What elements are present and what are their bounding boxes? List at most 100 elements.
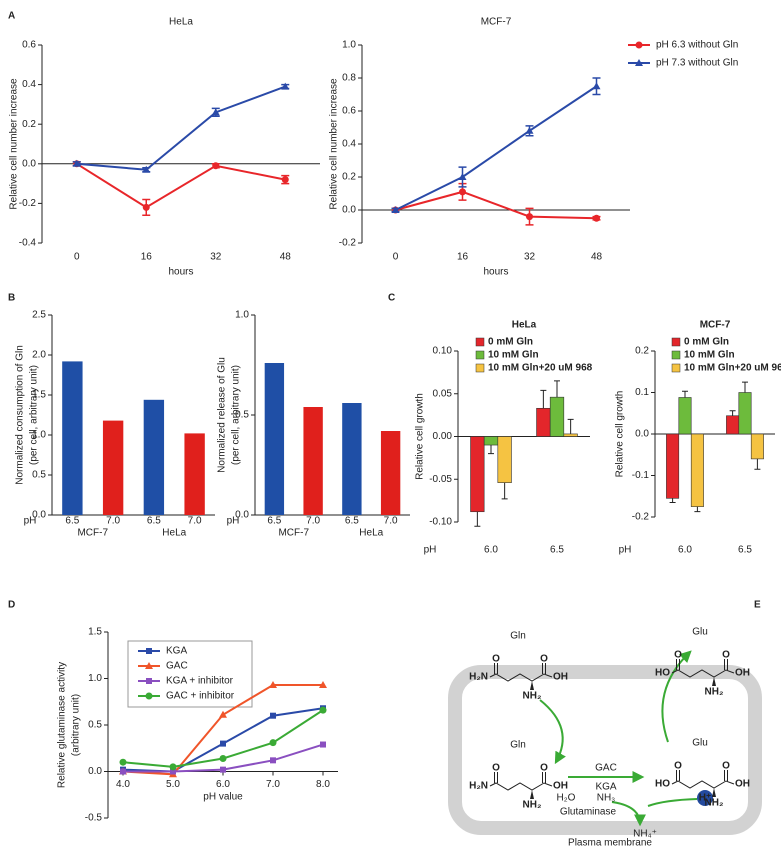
chart-title: MCF-7 <box>481 17 512 28</box>
marker <box>635 59 643 66</box>
y-tick-label: 0.1 <box>635 387 649 398</box>
bar <box>483 436 499 446</box>
legend-label: KGA + inhibitor <box>166 676 234 687</box>
ammonia: NH₃ <box>597 793 616 804</box>
bar <box>184 433 205 515</box>
marker <box>220 740 226 747</box>
legend-swatch <box>475 350 485 360</box>
marker <box>459 188 466 196</box>
wedge <box>530 790 534 799</box>
series-line <box>76 162 286 209</box>
y-axis-label: Relative cell growth <box>615 391 626 478</box>
error-bar <box>474 511 481 527</box>
y-axis-label: (arbitrary unit) <box>71 694 82 756</box>
atom-label: HO <box>655 779 670 790</box>
marker <box>169 763 177 771</box>
y-tick-label: -0.1 <box>632 470 650 481</box>
marker <box>72 159 81 167</box>
x-tick-label: 32 <box>210 252 222 263</box>
y-axis-label: (per cell, arbitrary unit) <box>231 365 242 465</box>
y-tick-label: 1.5 <box>32 390 46 401</box>
y-tick-label: 0.2 <box>342 172 356 183</box>
bar <box>143 399 165 515</box>
atom-label: O <box>722 650 730 661</box>
molecule-name: Gln <box>510 631 526 642</box>
series-line <box>395 190 597 220</box>
legend-label: 10 mM Gln+20 uM 968 <box>488 363 593 374</box>
series-line <box>76 85 286 171</box>
y-tick-label: 0.4 <box>22 79 36 90</box>
y-tick-label: 2.5 <box>32 310 46 321</box>
y-tick-label: 0.2 <box>635 346 649 357</box>
x-tick-label: 7.0 <box>106 516 120 527</box>
wedge <box>712 677 716 686</box>
y-axis-label: Relative glutaminase activity <box>57 662 68 788</box>
bar <box>497 436 512 483</box>
y-tick-label: 0.5 <box>32 470 46 481</box>
x-tick-label: 7.0 <box>266 779 280 790</box>
y-tick-label: -0.2 <box>632 512 650 523</box>
atom-label: NH₂ <box>523 691 542 702</box>
marker <box>391 206 400 213</box>
bar <box>264 363 285 515</box>
y-tick-label: 0.4 <box>342 139 356 150</box>
y-tick-label: 0.6 <box>22 40 36 51</box>
legend-label: KGA <box>166 646 187 657</box>
marker <box>119 758 127 766</box>
marker <box>270 712 276 719</box>
y-axis-label: Normalized consumption of Gln <box>15 345 26 485</box>
plasma-membrane <box>448 665 762 835</box>
chart-title: HeLa <box>169 17 193 28</box>
bar <box>62 361 83 515</box>
bond <box>671 780 735 789</box>
y-axis-label: Relative cell number increase <box>9 78 20 210</box>
y-tick-label: 0.0 <box>32 510 46 521</box>
bar <box>678 397 692 435</box>
marker <box>146 648 152 654</box>
atom-label: O <box>492 763 500 774</box>
error-bar <box>501 482 508 500</box>
atom-label: O <box>722 761 730 772</box>
x-tick-label: 48 <box>280 252 292 263</box>
y-tick-label: 0.8 <box>342 73 356 84</box>
atom-label: O <box>540 763 548 774</box>
legend-swatch <box>671 350 681 360</box>
marker <box>526 213 533 221</box>
ammonium: NH₄⁺ <box>633 829 657 840</box>
group-label: HeLa <box>359 528 383 539</box>
marker <box>592 82 601 90</box>
x-axis-label: hours <box>483 267 508 278</box>
bond <box>489 673 553 682</box>
error-bar <box>554 380 560 398</box>
y-tick-label: -0.10 <box>429 517 452 528</box>
y-tick-label: 2.0 <box>32 350 46 361</box>
enzyme: GAC <box>595 763 617 774</box>
bond <box>494 772 546 783</box>
atom-label: O <box>674 761 682 772</box>
marker <box>269 739 277 747</box>
y-tick-label: -0.5 <box>85 813 103 824</box>
y-tick-label: 0.6 <box>342 106 356 117</box>
legend-swatch <box>475 363 485 373</box>
bar <box>536 407 551 437</box>
error-bar <box>742 381 748 393</box>
legend-label: GAC <box>166 661 188 672</box>
atom-label: NH₂ <box>705 687 724 698</box>
x-tick-label: 6.0 <box>678 545 692 556</box>
bar <box>563 433 578 437</box>
y-axis-label: Relative cell number increase <box>329 78 340 210</box>
bar <box>380 431 401 515</box>
x-axis-label: pH <box>424 545 437 556</box>
y-tick-label: -0.2 <box>19 198 37 209</box>
arrow <box>539 699 566 765</box>
legend-label: pH 7.3 without Gln <box>656 58 738 69</box>
x-axis-label: pH <box>227 516 240 527</box>
x-tick-label: 0 <box>74 252 80 263</box>
atom-label: OH <box>553 781 568 792</box>
error-bar <box>488 445 494 455</box>
y-tick-label: 0.2 <box>22 119 36 130</box>
marker <box>281 176 289 184</box>
legend-label: GAC + inhibitor <box>166 691 235 702</box>
marker <box>170 768 176 775</box>
